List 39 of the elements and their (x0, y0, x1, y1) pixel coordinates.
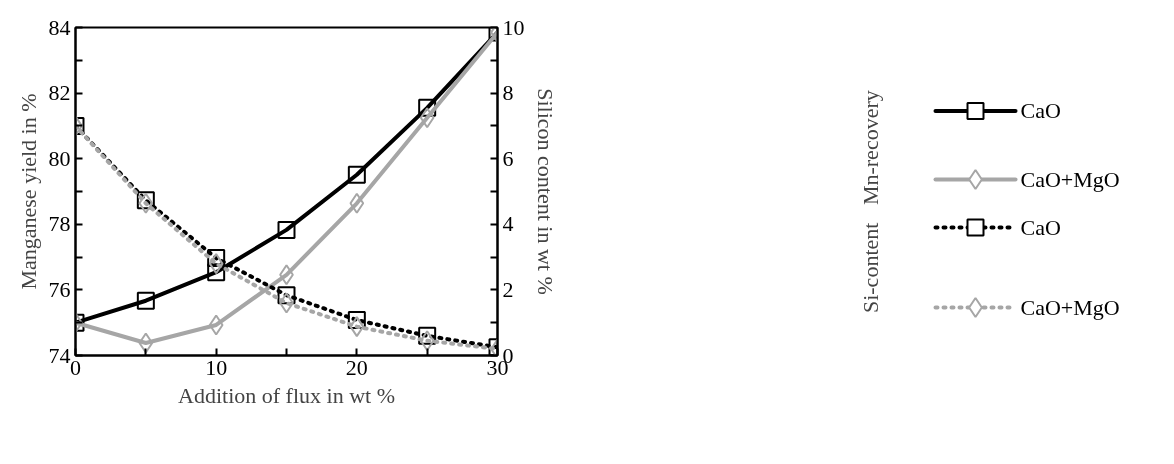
point (207, 263, 226, 282)
x-tick-label: 10 (205, 354, 228, 380)
legend-label: CaO (1020, 215, 1061, 241)
y-tick-label: 74 (48, 342, 71, 368)
y2-tick-label: 4 (502, 211, 514, 237)
x-tick-label: 20 (345, 354, 368, 380)
y2-tick-label: 8 (502, 80, 514, 106)
y2-tick-label: 2 (502, 276, 514, 302)
y-tick-label: 82 (48, 80, 71, 106)
point (277, 286, 296, 305)
point (136, 191, 155, 210)
point (419, 330, 435, 352)
point (347, 165, 366, 184)
text: Mn-recovery (858, 90, 883, 206)
point (349, 316, 365, 338)
legend-label: CaO (1020, 98, 1061, 124)
x-tick-label: 0 (70, 354, 81, 380)
y2-axis-title: Silicon content in wt % (532, 88, 558, 295)
point (207, 249, 226, 268)
y-tick-label: 78 (48, 211, 71, 237)
y-axis-title: Manganese yield in % (15, 93, 41, 290)
y-tick-label: 84 (48, 14, 71, 40)
text: Si-content (858, 222, 883, 314)
point (138, 332, 154, 354)
point (349, 192, 365, 214)
legend-label: CaO+MgO (1020, 166, 1120, 192)
point (419, 107, 435, 129)
y-tick-label: 76 (48, 276, 71, 302)
y-tick-label: 80 (48, 145, 71, 171)
y2-tick-label: 6 (502, 145, 514, 171)
point (277, 220, 296, 239)
point (347, 311, 366, 330)
point (138, 192, 154, 214)
y2-tick-label: 10 (502, 14, 525, 40)
x-axis-title: Addition of flux in wt % (178, 382, 395, 408)
point (208, 314, 224, 336)
point (208, 253, 224, 275)
point (418, 326, 437, 345)
legend-label: CaO+MgO (1020, 294, 1120, 320)
